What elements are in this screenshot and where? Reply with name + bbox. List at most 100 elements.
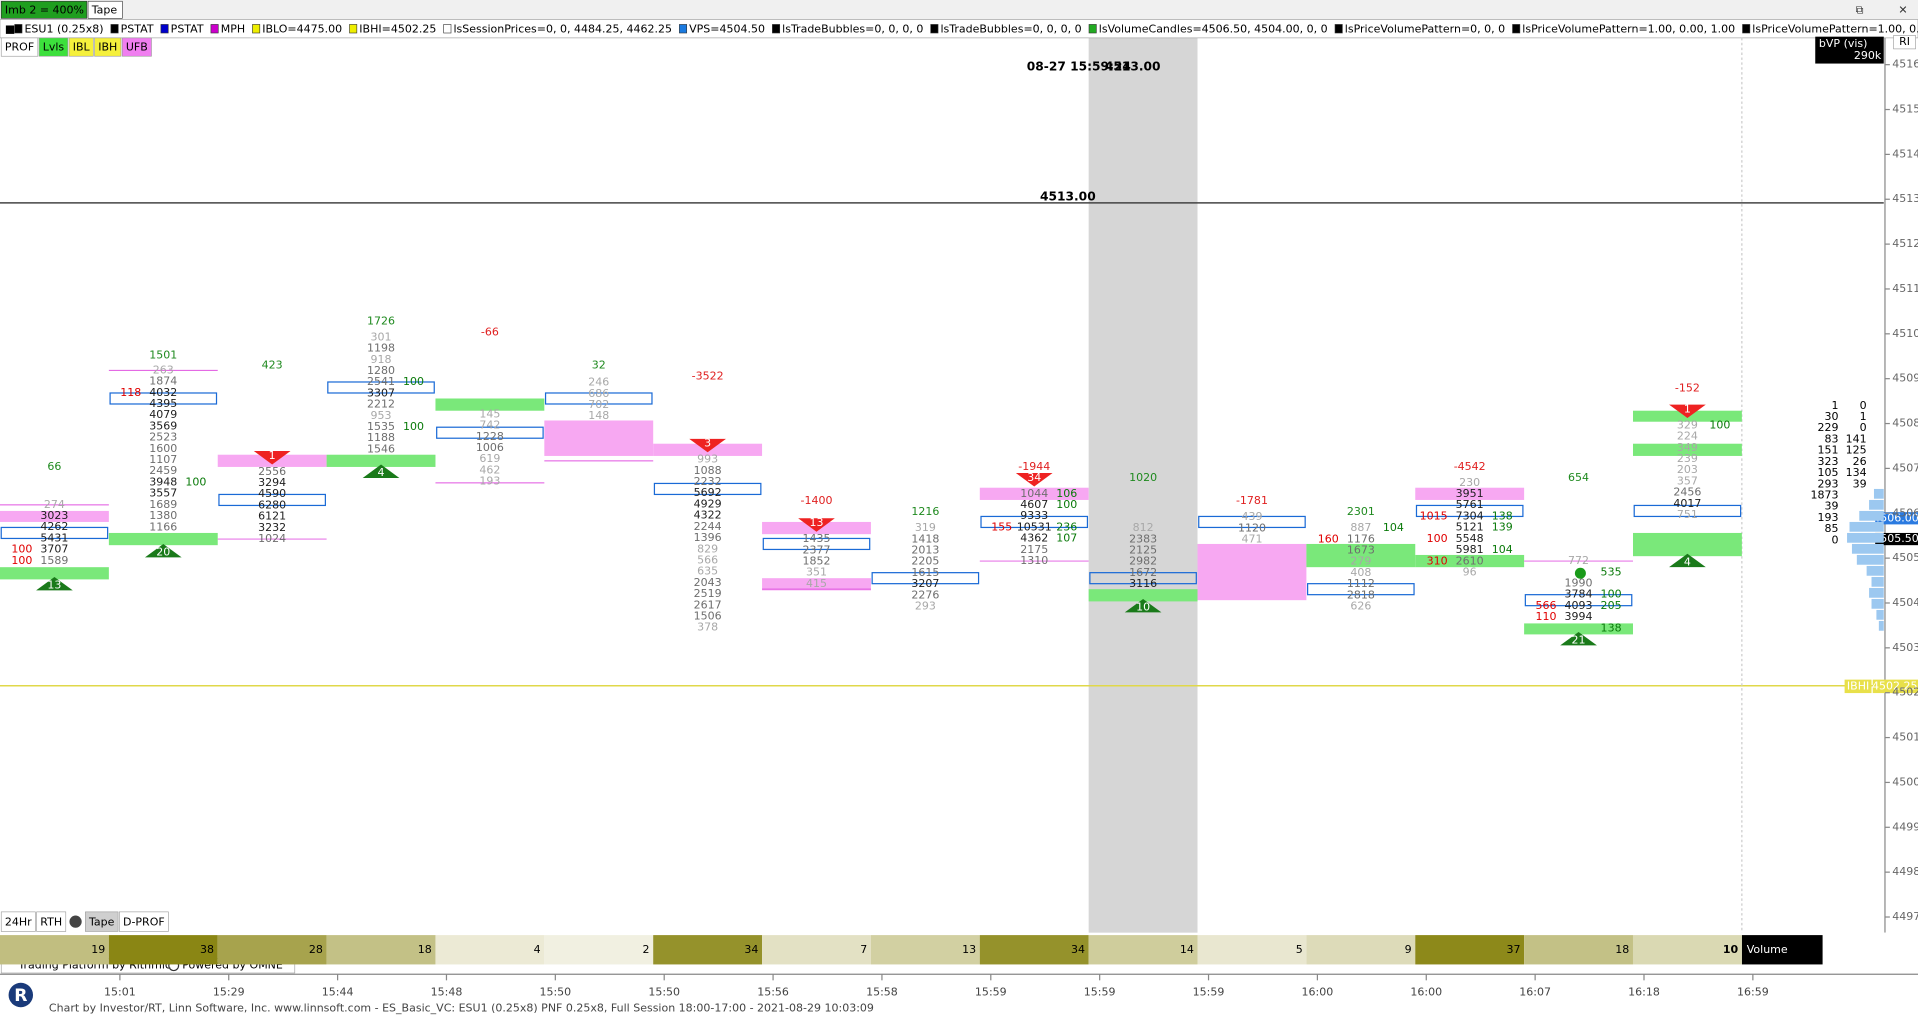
vp-ask: 0 <box>1860 399 1867 412</box>
time-label: 15:48 <box>431 986 463 999</box>
volume-value: 9 <box>1405 943 1412 956</box>
study-button[interactable] <box>94 37 122 57</box>
volume-value: 14 <box>1180 943 1194 956</box>
cell-ask-imbalance: 100 <box>1056 498 1077 511</box>
column-delta: -152 <box>1675 382 1700 395</box>
study-button-label[interactable]: UFB <box>126 41 148 54</box>
cell-volume: 742 <box>479 419 500 432</box>
column-delta: 654 <box>1568 471 1589 484</box>
imbalance-cell <box>1632 443 1742 456</box>
column-delta: -3522 <box>692 369 724 382</box>
bottom-button-label[interactable]: RTH <box>40 915 62 928</box>
price-label: 4506 <box>1892 506 1918 519</box>
imbalance-cell <box>1306 543 1416 568</box>
study-button[interactable] <box>121 37 152 57</box>
cell-volume: 9333 <box>1020 509 1048 522</box>
cell-volume: 2377 <box>802 543 830 556</box>
vp-bid: 293 <box>1817 477 1838 490</box>
cell-volume: 3707 <box>40 543 68 556</box>
cell-volume: 1310 <box>1020 554 1048 567</box>
vp-bid: 85 <box>1824 522 1838 535</box>
cell-bid-imbalance: 310 <box>1427 554 1448 567</box>
study-button[interactable] <box>68 37 94 57</box>
bottom-marker <box>1669 553 1706 568</box>
cell-volume: 1120 <box>1238 521 1266 534</box>
study-label: ESU1 (0.25x8) <box>24 22 103 35</box>
cell-volume: 1176 <box>1347 532 1375 545</box>
profile-bar <box>1878 620 1884 631</box>
cell-ask-imbalance: 236 <box>1056 520 1077 533</box>
study-button-label[interactable]: IBL <box>73 41 91 54</box>
profile-bar <box>1856 554 1884 565</box>
poc-box <box>1633 504 1742 518</box>
cell-volume: 2610 <box>1456 554 1484 567</box>
cell-volume: 1990 <box>1565 576 1593 589</box>
cell-volume: 439 <box>1241 510 1262 523</box>
cell-ask-imbalance: 100 <box>403 420 424 433</box>
column-delta: -66 <box>481 325 499 338</box>
cell-ask-imbalance: 100 <box>1709 418 1730 431</box>
bottom-button-label[interactable]: D-PROF <box>123 915 165 928</box>
rithmic-logo-letter: R <box>14 986 27 1006</box>
volume-value: 5 <box>1296 943 1303 956</box>
ri-label[interactable]: RI <box>1899 35 1910 48</box>
bottom-button-label[interactable]: Tape <box>88 915 115 928</box>
study-button[interactable] <box>0 37 39 57</box>
price-label: 4497 <box>1892 910 1918 923</box>
column-delta: 1501 <box>149 349 177 362</box>
bottom-button[interactable] <box>0 911 36 932</box>
ri-button[interactable] <box>1893 35 1916 50</box>
study-button-label[interactable]: Lvls <box>43 41 65 54</box>
bar-mark: ■ <box>5 22 15 35</box>
cell-bid-imbalance: 100 <box>11 543 32 556</box>
cell-volume: 329 <box>1677 418 1698 431</box>
bottom-button[interactable] <box>85 911 119 932</box>
price-label: 4504 <box>1892 596 1918 609</box>
bottom-marker-label: 4 <box>1684 555 1691 568</box>
profile-bar <box>1847 532 1884 543</box>
study-button-label[interactable]: IBH <box>98 41 117 54</box>
study-label: lsTradeBubbles=0, 0, 0, 0 <box>940 22 1081 35</box>
poc-box <box>0 526 109 540</box>
time-label: 16:18 <box>1628 986 1660 999</box>
profile-bar <box>1871 598 1884 609</box>
cell-volume: 1396 <box>694 531 722 544</box>
cell-volume: 1188 <box>367 431 395 444</box>
cell-volume: 3569 <box>149 419 177 432</box>
cell-volume: 224 <box>1677 430 1698 443</box>
study-bar <box>0 19 1918 39</box>
close-icon[interactable]: ✕ <box>1898 3 1907 16</box>
cell-volume: 1589 <box>40 554 68 567</box>
tool-icon[interactable] <box>69 915 82 928</box>
poc-box <box>218 493 326 507</box>
imbalance-label[interactable]: Imb 2 = 400% <box>5 3 84 16</box>
study-button-label[interactable]: PROF <box>5 41 34 54</box>
price-label: 4499 <box>1892 820 1918 833</box>
imbalance-cell <box>1197 543 1307 601</box>
column-delta: 2301 <box>1347 505 1375 518</box>
cell-volume: 1673 <box>1347 543 1375 556</box>
volume-value: 34 <box>744 943 758 956</box>
bottom-marker-label: 21 <box>1572 634 1586 647</box>
bottom-button-label[interactable]: 24Hr <box>5 915 32 928</box>
tape-label[interactable]: Tape <box>91 3 118 16</box>
study-button[interactable] <box>38 37 69 57</box>
imbalance-button[interactable] <box>0 0 88 19</box>
cell-volume: 3994 <box>1565 610 1593 623</box>
tape-button[interactable] <box>87 0 123 19</box>
cell-volume: 2043 <box>694 576 722 589</box>
bottom-button[interactable] <box>119 911 169 932</box>
cell-volume: 751 <box>1677 508 1698 521</box>
ibhi-price: 4502.25 <box>1872 679 1918 692</box>
restore-icon[interactable]: ⧉ <box>1856 3 1864 16</box>
cell-volume: 462 <box>479 463 500 476</box>
cell-volume: 566 <box>697 553 718 566</box>
cell-ask-imbalance: 104 <box>1492 543 1513 556</box>
price-label: 4512 <box>1892 237 1918 250</box>
price-tag <box>1875 532 1918 546</box>
cell-volume: 415 <box>806 577 827 590</box>
cell-ask-imbalance: 100 <box>1601 588 1622 601</box>
poc-box <box>1089 572 1197 585</box>
bottom-button[interactable] <box>36 911 67 932</box>
top-marker-label: 3 <box>704 437 711 450</box>
